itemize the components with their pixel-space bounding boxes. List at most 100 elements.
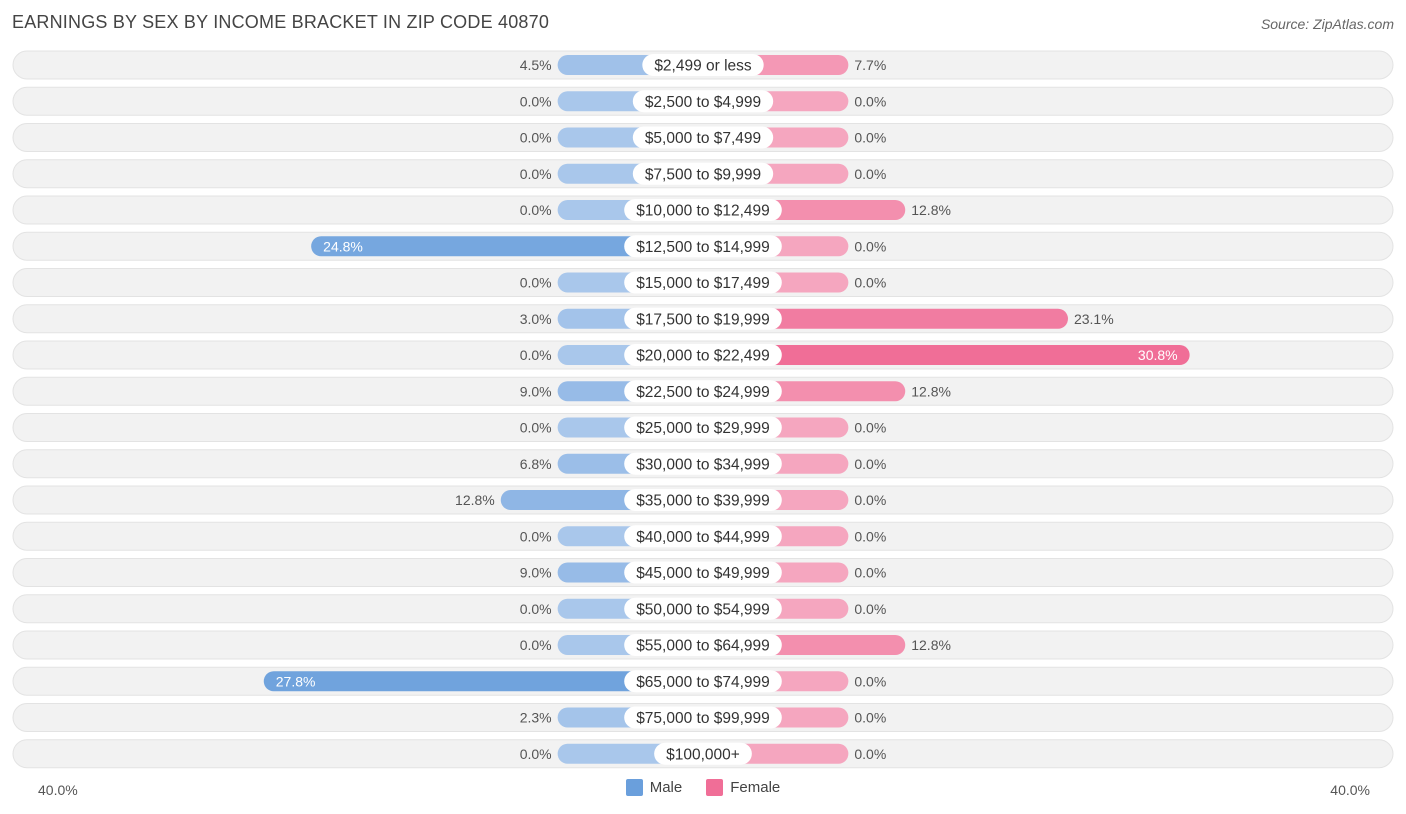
category-label: $20,000 to $22,499 xyxy=(636,348,770,365)
male-value-label: 0.0% xyxy=(520,202,552,218)
male-value-label: 0.0% xyxy=(520,347,552,363)
category-pill xyxy=(624,199,782,221)
legend-label-male: Male xyxy=(649,779,683,796)
legend: Male Female xyxy=(0,779,1406,796)
category-label: $12,500 to $14,999 xyxy=(636,239,770,256)
category-pill xyxy=(624,634,782,656)
female-value-label: 30.8% xyxy=(1138,347,1178,363)
category-pill xyxy=(642,54,764,76)
category-pill xyxy=(632,162,774,185)
category-label: $40,000 to $44,999 xyxy=(636,529,770,546)
female-value-label: 12.8% xyxy=(911,202,951,218)
category-row: 9.0% 12.8% $22,500 to $24,999 xyxy=(12,376,1394,406)
female-value-label: 0.0% xyxy=(854,166,886,182)
legend-item-male: Male xyxy=(625,779,683,796)
male-value-label: 9.0% xyxy=(520,383,552,399)
category-row: 0.0% 0.0% $5,000 to $7,499 xyxy=(12,123,1394,152)
category-label: $17,500 to $19,999 xyxy=(636,311,770,328)
male-value-label: 27.8% xyxy=(276,673,316,689)
category-pill xyxy=(624,416,782,439)
category-row: 24.8% 0.0% $12,500 to $14,999 xyxy=(12,231,1394,261)
axis-right-label: 40.0% xyxy=(1330,782,1370,798)
male-bar xyxy=(263,671,703,692)
category-label: $45,000 to $49,999 xyxy=(636,565,770,582)
female-value-label: 0.0% xyxy=(854,673,886,689)
category-label: $5,000 to $7,499 xyxy=(645,130,761,147)
male-value-label: 0.0% xyxy=(520,601,552,617)
female-value-label: 0.0% xyxy=(854,238,886,254)
category-pill xyxy=(632,126,774,149)
legend-item-female: Female xyxy=(706,779,780,796)
female-value-label: 7.7% xyxy=(854,57,886,73)
female-value-label: 0.0% xyxy=(854,565,886,581)
female-value-label: 0.0% xyxy=(854,456,886,472)
category-label: $2,499 or less xyxy=(654,58,752,75)
category-pill xyxy=(624,561,782,584)
category-row: 0.0% 0.0% $100,000+ xyxy=(12,739,1394,769)
male-value-label: 2.3% xyxy=(520,710,552,726)
male-value-label: 0.0% xyxy=(520,166,552,182)
category-row: 0.0% 0.0% $25,000 to $29,999 xyxy=(12,413,1394,442)
female-value-label: 12.8% xyxy=(911,637,951,653)
category-row: 27.8% 0.0% $65,000 to $74,999 xyxy=(12,666,1394,696)
female-value-label: 12.8% xyxy=(911,383,951,399)
category-pill xyxy=(654,742,752,765)
category-pill xyxy=(624,525,782,548)
female-value-label: 0.0% xyxy=(854,275,886,291)
axis-left-label: 40.0% xyxy=(38,782,78,798)
category-label: $50,000 to $54,999 xyxy=(636,601,770,618)
category-label: $35,000 to $39,999 xyxy=(636,493,770,510)
male-value-label: 0.0% xyxy=(520,746,552,762)
category-label: $15,000 to $17,499 xyxy=(636,275,770,292)
category-label: $65,000 to $74,999 xyxy=(636,674,770,691)
female-value-label: 0.0% xyxy=(854,528,886,544)
female-value-label: 23.1% xyxy=(1074,311,1114,327)
source-note: Source: ZipAtlas.com xyxy=(1260,16,1394,32)
female-value-label: 0.0% xyxy=(854,130,886,146)
category-label: $30,000 to $34,999 xyxy=(636,456,770,473)
category-row: 0.0% 0.0% $40,000 to $44,999 xyxy=(12,521,1394,551)
male-value-label: 4.5% xyxy=(520,57,552,73)
category-pill xyxy=(624,670,782,693)
female-value-label: 0.0% xyxy=(854,710,886,726)
category-pill xyxy=(624,271,782,294)
category-row: 0.0% 12.8% $55,000 to $64,999 xyxy=(12,630,1394,660)
female-value-label: 0.0% xyxy=(854,492,886,508)
category-pill xyxy=(624,307,782,330)
category-label: $10,000 to $12,499 xyxy=(636,203,770,220)
female-bar xyxy=(703,308,1068,329)
category-label: $25,000 to $29,999 xyxy=(636,420,770,437)
category-label: $7,500 to $9,999 xyxy=(645,166,761,183)
category-label: $75,000 to $99,999 xyxy=(636,710,770,727)
category-row: 12.8% 0.0% $35,000 to $39,999 xyxy=(12,485,1394,515)
category-row: 6.8% 0.0% $30,000 to $34,999 xyxy=(12,449,1394,479)
legend-swatch-male xyxy=(625,779,643,796)
category-row: 0.0% 0.0% $7,500 to $9,999 xyxy=(12,159,1394,189)
category-pill xyxy=(624,380,782,403)
category-pill xyxy=(632,90,774,113)
category-label: $2,500 to $4,999 xyxy=(645,94,761,111)
female-bar xyxy=(703,345,1190,365)
female-value-label: 0.0% xyxy=(854,746,886,762)
category-pill xyxy=(624,489,782,511)
male-value-label: 0.0% xyxy=(520,420,552,436)
category-label: $100,000+ xyxy=(666,746,740,763)
category-pill xyxy=(624,235,782,258)
female-value-label: 0.0% xyxy=(854,93,886,109)
female-value-label: 0.0% xyxy=(854,601,886,617)
male-value-label: 0.0% xyxy=(520,528,552,544)
category-row: 0.0% 12.8% $10,000 to $12,499 xyxy=(12,195,1394,225)
category-pill xyxy=(624,452,782,475)
category-pill xyxy=(624,344,782,366)
male-value-label: 0.0% xyxy=(520,130,552,146)
category-pill xyxy=(624,597,782,620)
female-value-label: 0.0% xyxy=(854,420,886,436)
legend-swatch-female xyxy=(706,779,724,796)
category-row: 9.0% 0.0% $45,000 to $49,999 xyxy=(12,558,1394,587)
male-bar xyxy=(311,236,703,257)
category-row: 0.0% 0.0% $15,000 to $17,499 xyxy=(12,268,1394,297)
male-value-label: 6.8% xyxy=(520,456,552,472)
category-row: 0.0% 0.0% $50,000 to $54,999 xyxy=(12,594,1394,624)
category-row: 0.0% 0.0% $2,500 to $4,999 xyxy=(12,86,1394,116)
